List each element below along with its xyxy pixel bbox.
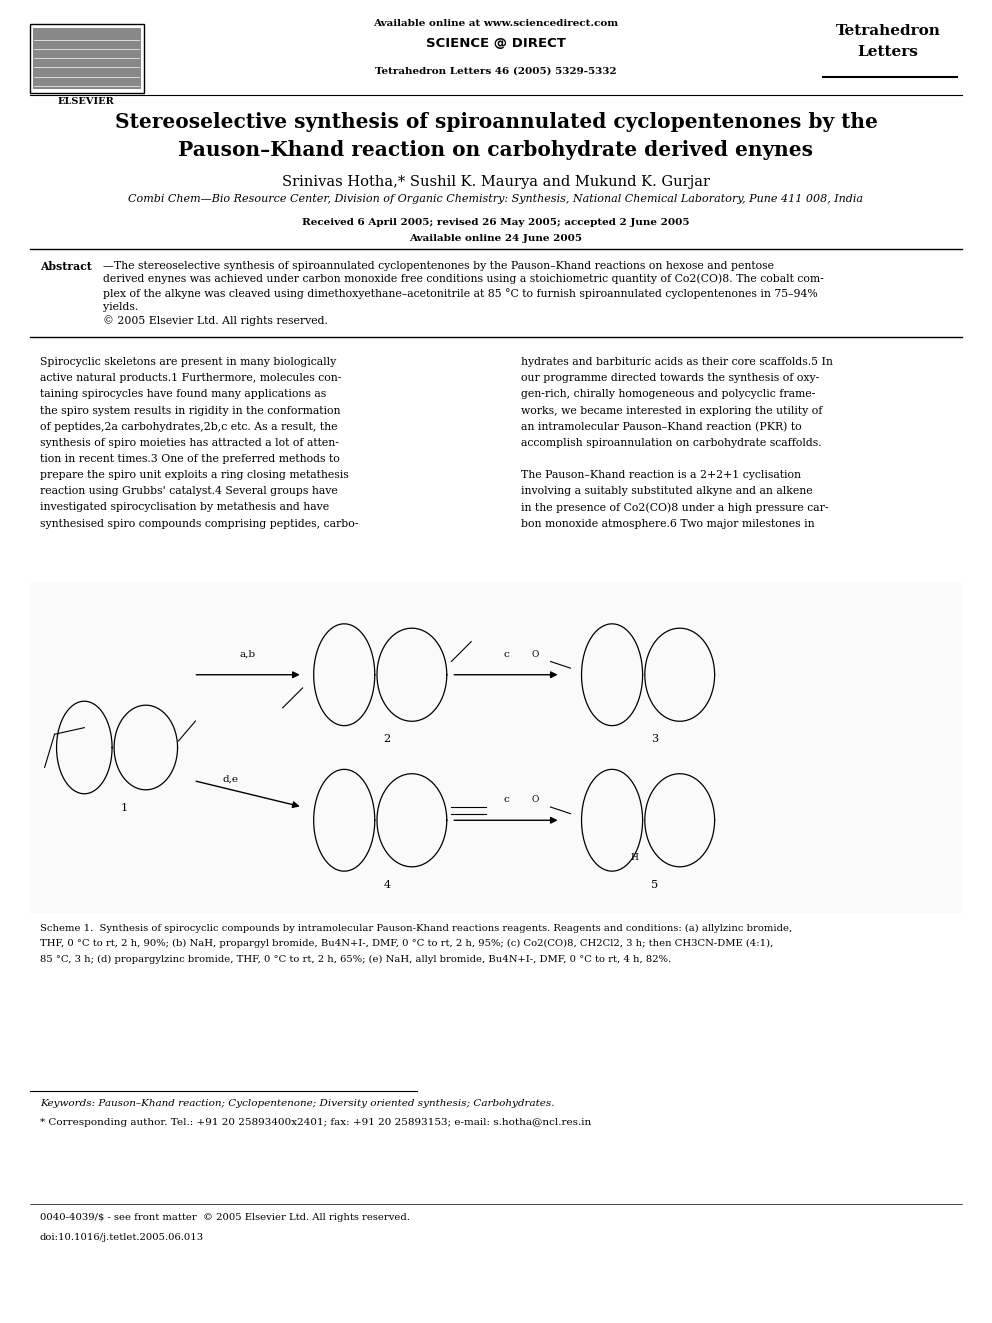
Text: Letters: Letters [857, 45, 919, 60]
Text: synthesised spiro compounds comprising peptides, carbo-: synthesised spiro compounds comprising p… [40, 519, 358, 529]
Text: ELSEVIER: ELSEVIER [58, 97, 115, 106]
Text: Stereoselective synthesis of spiroannulated cyclopentenones by the
Pauson–Khand : Stereoselective synthesis of spiroannula… [114, 112, 878, 160]
Text: Available online 24 June 2005: Available online 24 June 2005 [410, 234, 582, 243]
Text: involving a suitably substituted alkyne and an alkene: involving a suitably substituted alkyne … [521, 487, 812, 496]
Text: —The stereoselective synthesis of spiroannulated cyclopentenones by the Pauson–K: —The stereoselective synthesis of spiroa… [103, 261, 824, 325]
Text: * Corresponding author. Tel.: +91 20 25893400x2401; fax: +91 20 25893153; e-mail: * Corresponding author. Tel.: +91 20 258… [40, 1118, 591, 1127]
Text: O: O [532, 650, 540, 659]
Text: Abstract: Abstract [40, 261, 91, 271]
Text: O: O [532, 795, 540, 804]
Text: Combi Chem—Bio Resource Center, Division of Organic Chemistry: Synthesis, Nation: Combi Chem—Bio Resource Center, Division… [129, 194, 863, 205]
Text: Available online at www.sciencedirect.com: Available online at www.sciencedirect.co… [373, 19, 619, 28]
Text: doi:10.1016/j.tetlet.2005.06.013: doi:10.1016/j.tetlet.2005.06.013 [40, 1233, 203, 1242]
Text: THF, 0 °C to rt, 2 h, 90%; (b) NaH, propargyl bromide, Bu4N+I-, DMF, 0 °C to rt,: THF, 0 °C to rt, 2 h, 90%; (b) NaH, prop… [40, 939, 773, 949]
Text: Spirocyclic skeletons are present in many biologically: Spirocyclic skeletons are present in man… [40, 357, 336, 368]
Text: SCIENCE @ DIRECT: SCIENCE @ DIRECT [426, 37, 566, 50]
Text: taining spirocycles have found many applications as: taining spirocycles have found many appl… [40, 389, 326, 400]
Text: 3: 3 [651, 734, 659, 745]
Text: 5: 5 [651, 880, 659, 890]
Text: hydrates and barbituric acids as their core scaffolds.5 In: hydrates and barbituric acids as their c… [521, 357, 832, 368]
Text: H: H [631, 853, 639, 863]
Text: 4: 4 [383, 880, 391, 890]
Text: bon monoxide atmosphere.6 Two major milestones in: bon monoxide atmosphere.6 Two major mile… [521, 519, 814, 529]
Text: Tetrahedron: Tetrahedron [835, 24, 940, 38]
Text: an intramolecular Pauson–Khand reaction (PKR) to: an intramolecular Pauson–Khand reaction … [521, 422, 802, 433]
Text: d,e: d,e [222, 774, 238, 783]
Text: Tetrahedron Letters 46 (2005) 5329-5332: Tetrahedron Letters 46 (2005) 5329-5332 [375, 66, 617, 75]
Text: 85 °C, 3 h; (d) propargylzinc bromide, THF, 0 °C to rt, 2 h, 65%; (e) NaH, allyl: 85 °C, 3 h; (d) propargylzinc bromide, T… [40, 955, 671, 963]
Text: Received 6 April 2005; revised 26 May 2005; accepted 2 June 2005: Received 6 April 2005; revised 26 May 20… [303, 218, 689, 228]
Text: The Pauson–Khand reaction is a 2+2+1 cyclisation: The Pauson–Khand reaction is a 2+2+1 cyc… [521, 470, 801, 480]
Text: c: c [503, 650, 509, 659]
Text: Scheme 1.  Synthesis of spirocyclic compounds by intramolecular Pauson-Khand rea: Scheme 1. Synthesis of spirocyclic compo… [40, 923, 792, 933]
Text: prepare the spiro unit exploits a ring closing metathesis: prepare the spiro unit exploits a ring c… [40, 470, 348, 480]
Text: the spiro system results in rigidity in the conformation: the spiro system results in rigidity in … [40, 406, 340, 415]
Text: gen-rich, chirally homogeneous and polycyclic frame-: gen-rich, chirally homogeneous and polyc… [521, 389, 815, 400]
Text: 2: 2 [383, 734, 391, 745]
Text: accomplish spiroannulation on carbohydrate scaffolds.: accomplish spiroannulation on carbohydra… [521, 438, 821, 448]
FancyBboxPatch shape [30, 582, 962, 913]
Text: active natural products.1 Furthermore, molecules con-: active natural products.1 Furthermore, m… [40, 373, 341, 384]
Text: investigated spirocyclisation by metathesis and have: investigated spirocyclisation by metathe… [40, 503, 328, 512]
Text: 0040-4039/$ - see front matter  © 2005 Elsevier Ltd. All rights reserved.: 0040-4039/$ - see front matter © 2005 El… [40, 1213, 410, 1222]
Text: c: c [503, 795, 509, 804]
FancyBboxPatch shape [30, 24, 144, 93]
Text: our programme directed towards the synthesis of oxy-: our programme directed towards the synth… [521, 373, 819, 384]
Text: a,b: a,b [240, 650, 256, 659]
Text: tion in recent times.3 One of the preferred methods to: tion in recent times.3 One of the prefer… [40, 454, 339, 464]
Text: reaction using Grubbs' catalyst.4 Several groups have: reaction using Grubbs' catalyst.4 Severa… [40, 487, 337, 496]
Text: 1: 1 [120, 803, 128, 814]
Text: Srinivas Hotha,* Sushil K. Maurya and Mukund K. Gurjar: Srinivas Hotha,* Sushil K. Maurya and Mu… [282, 175, 710, 189]
FancyBboxPatch shape [33, 28, 141, 89]
Text: of peptides,2a carbohydrates,2b,c etc. As a result, the: of peptides,2a carbohydrates,2b,c etc. A… [40, 422, 337, 431]
Text: works, we became interested in exploring the utility of: works, we became interested in exploring… [521, 406, 822, 415]
Text: in the presence of Co2(CO)8 under a high pressure car-: in the presence of Co2(CO)8 under a high… [521, 503, 828, 513]
Text: synthesis of spiro moieties has attracted a lot of atten-: synthesis of spiro moieties has attracte… [40, 438, 338, 448]
Text: Keywords: Pauson–Khand reaction; Cyclopentenone; Diversity oriented synthesis; C: Keywords: Pauson–Khand reaction; Cyclope… [40, 1099, 555, 1109]
